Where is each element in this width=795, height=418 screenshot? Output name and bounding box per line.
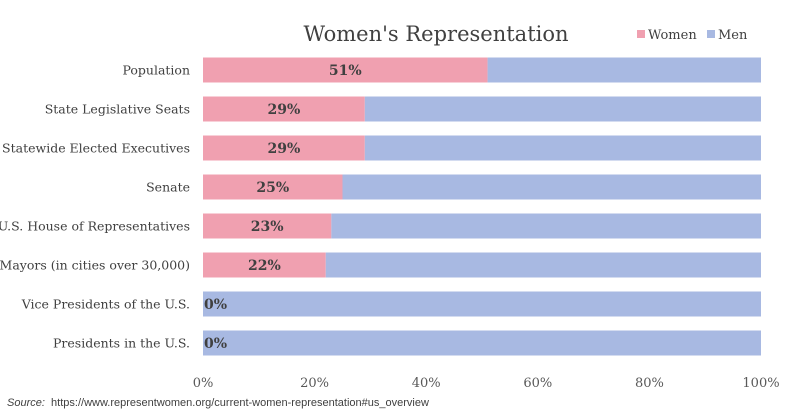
source-prefix: Source: — [7, 397, 45, 409]
x-axis-ticks: 0% 20% 40% 60% 80% 100% — [193, 376, 780, 391]
bar-men-mayors-in-cities-over-30-000 — [325, 252, 761, 278]
data-label-women: 22% — [248, 258, 281, 274]
data-label-women: 25% — [256, 180, 289, 196]
bar-men-presidents-in-the-u-s — [203, 330, 761, 356]
category-labels: Population State Legislative Seats Statewi… — [0, 63, 190, 351]
bar-men-statewide-elected-executives — [364, 135, 761, 161]
chart-title: Women's Representation — [303, 22, 568, 46]
x-tick-label: 20% — [300, 376, 329, 391]
bar-women-statewide-elected-executives — [203, 135, 365, 161]
data-labels: 51% 29% 29% 25% 23% 22% 0% 0% — [204, 63, 362, 352]
x-tick-label: 60% — [523, 376, 552, 391]
category-label: Mayors (in cities over 30,000) — [0, 258, 190, 273]
category-label: Population — [122, 63, 190, 78]
legend-label-men: Men — [718, 28, 748, 43]
legend: Women Men — [637, 28, 748, 43]
source-note: Source: https://www.representwomen.org/c… — [7, 397, 429, 409]
category-label: Presidents in the U.S. — [53, 336, 190, 351]
bar-men-vice-presidents-of-the-u-s — [203, 291, 761, 317]
legend-swatch-women — [637, 30, 645, 38]
bar-men-u-s-house-of-representatives — [331, 213, 761, 239]
bar-men-state-legislative-seats — [364, 96, 761, 122]
category-label: Senate — [146, 180, 190, 195]
x-tick-label: 40% — [412, 376, 441, 391]
bar-women-senate — [203, 174, 343, 200]
data-label-women: 0% — [204, 297, 227, 313]
bar-women-u-s-house-of-representatives — [203, 213, 332, 239]
legend-swatch-men — [707, 30, 715, 38]
data-label-women: 29% — [268, 102, 301, 118]
data-label-women: 23% — [251, 219, 284, 235]
bar-men-population — [487, 57, 761, 83]
x-tick-label: 80% — [635, 376, 664, 391]
x-tick-label: 100% — [742, 376, 779, 391]
data-label-women: 0% — [204, 336, 227, 352]
data-label-women: 29% — [268, 141, 301, 157]
bar-women-population — [203, 57, 488, 83]
bar-men-senate — [342, 174, 761, 200]
category-label: Vice Presidents of the U.S. — [21, 297, 190, 312]
bar-women-mayors-in-cities-over-30-000 — [203, 252, 326, 278]
source-url[interactable]: https://www.representwomen.org/current-w… — [51, 397, 429, 409]
bar-women-state-legislative-seats — [203, 96, 365, 122]
bars — [203, 57, 761, 356]
category-label: Statewide Elected Executives — [2, 141, 190, 156]
legend-label-women: Women — [648, 28, 697, 43]
data-label-women: 51% — [329, 63, 362, 79]
category-label: U.S. House of Representatives — [0, 219, 190, 234]
category-label: State Legislative Seats — [45, 102, 190, 117]
x-tick-label: 0% — [193, 376, 214, 391]
